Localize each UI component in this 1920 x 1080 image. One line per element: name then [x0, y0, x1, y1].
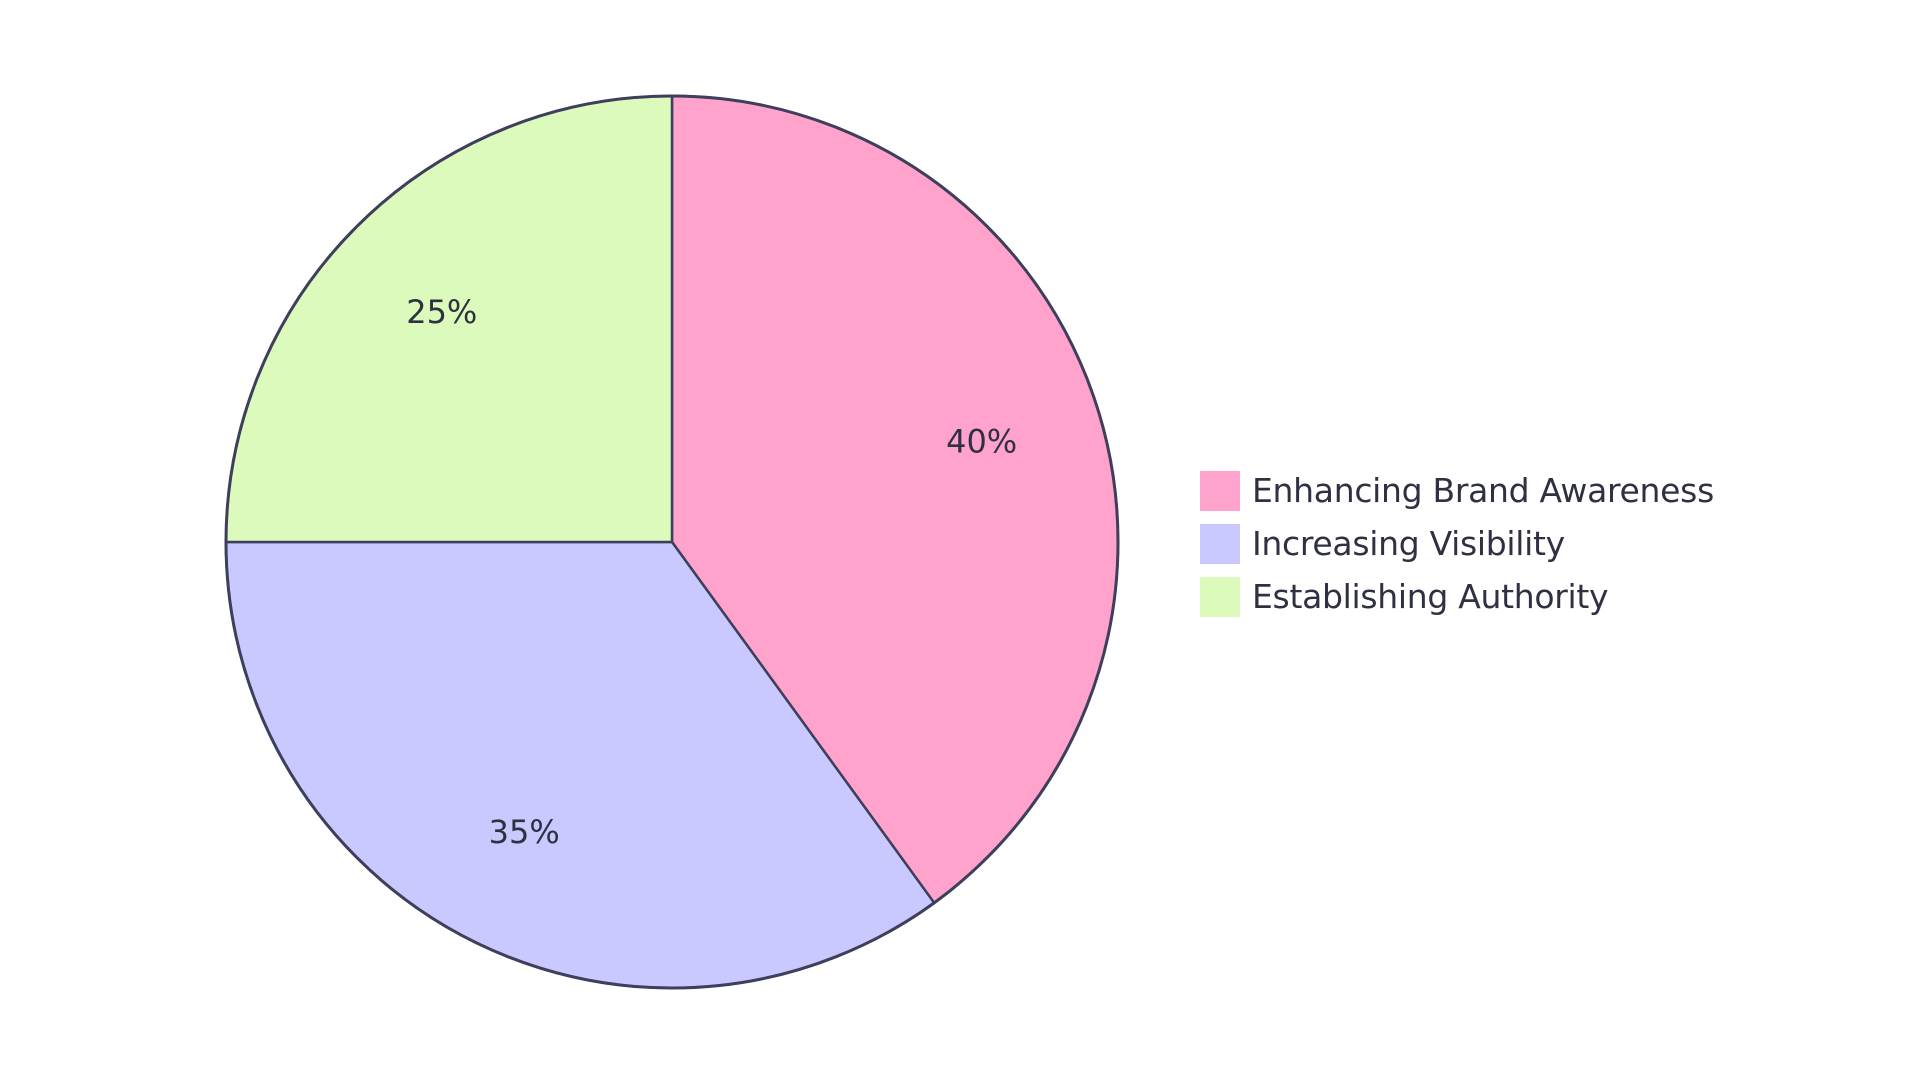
pie-slice-label-enhancing-brand-awareness: 40%: [946, 422, 1017, 460]
pie-slices: [224, 94, 1120, 990]
legend-label: Enhancing Brand Awareness: [1252, 471, 1714, 510]
legend: Enhancing Brand Awareness Increasing Vis…: [1198, 464, 1714, 623]
pie-outline: [224, 94, 1120, 990]
pie-slice-labels: 40% 35% 25%: [406, 293, 1017, 851]
legend-item-increasing-visibility: Increasing Visibility: [1198, 517, 1714, 570]
legend-swatch: [1198, 574, 1242, 619]
legend-item-establishing-authority: Establishing Authority: [1198, 570, 1714, 623]
legend-swatch: [1198, 468, 1242, 513]
pie-slice-label-establishing-authority: 25%: [406, 293, 477, 331]
legend-item-enhancing-brand-awareness: Enhancing Brand Awareness: [1198, 464, 1714, 517]
pie-slice-label-increasing-visibility: 35%: [489, 813, 560, 851]
legend-swatch: [1198, 521, 1242, 566]
legend-label: Establishing Authority: [1252, 577, 1609, 616]
legend-label: Increasing Visibility: [1252, 524, 1565, 563]
